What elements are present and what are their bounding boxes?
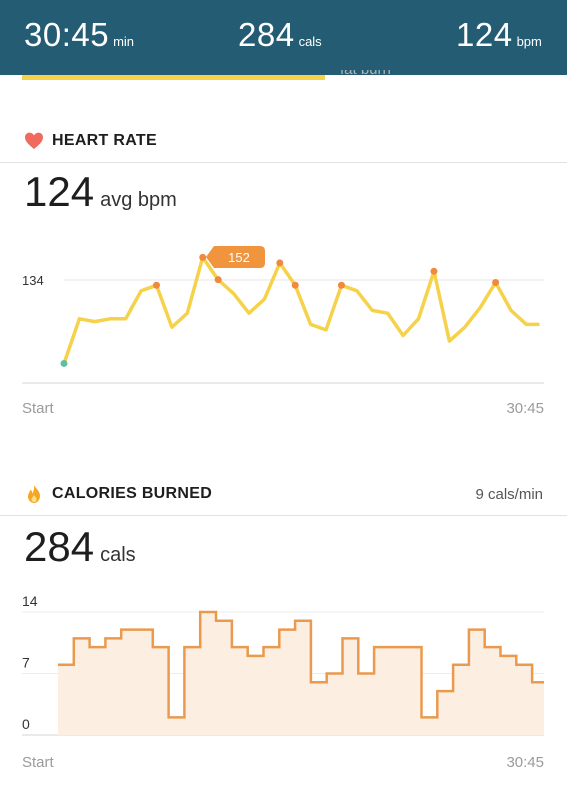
- workout-summary-bar: 30:45 min 284 cals 124 bpm: [0, 0, 567, 75]
- heart-gridline-label: 134: [22, 273, 44, 288]
- calories-area: [58, 612, 544, 735]
- heart-peak-callout: 152: [206, 246, 265, 268]
- calories-total: 284 cals: [24, 523, 136, 571]
- heart-rate-title: HEART RATE: [52, 132, 157, 149]
- calories-line: [58, 610, 544, 719]
- calories-rate: 9 cals/min: [475, 486, 543, 503]
- calories-total-unit: cals: [100, 544, 136, 566]
- heart-end-label: 30:45: [506, 400, 544, 417]
- calories-unit: cals: [298, 34, 322, 49]
- heart-rate-point: [60, 359, 68, 367]
- flame-icon: [24, 484, 44, 504]
- heart-avg-value: 124: [24, 168, 95, 215]
- heart-peak-label: 152: [228, 250, 250, 265]
- calories-title: CALORIES BURNED: [52, 485, 213, 502]
- calories-total-value: 284: [24, 523, 95, 570]
- heart-rate-point: [430, 267, 438, 275]
- duration-stat: 30:45 min: [24, 16, 134, 54]
- heart-avg-unit: avg bpm: [100, 189, 177, 211]
- heart-rate-chart: 134 152 Start 30:45: [22, 246, 544, 417]
- calories-end-label: 30:45: [506, 754, 544, 771]
- heart-rate-series: [60, 253, 540, 367]
- calories-divider: [0, 515, 567, 516]
- calories-value: 284: [238, 16, 295, 53]
- calories-series: [58, 610, 544, 735]
- heart-start-label: Start: [22, 400, 55, 417]
- heart-rate-header: HEART RATE: [24, 131, 157, 151]
- heart-rate-point: [492, 278, 500, 286]
- heart-rate-point: [291, 281, 299, 289]
- heart-rate-point: [337, 281, 345, 289]
- fat-burn-zone-bar: [22, 75, 325, 80]
- heart-rate-divider: [0, 162, 567, 163]
- calories-tick-label: 0: [22, 716, 30, 732]
- heart-value: 124: [456, 16, 513, 53]
- heart-icon: [24, 131, 44, 151]
- heart-stat: 124 bpm: [456, 16, 542, 54]
- heart-rate-point: [152, 281, 160, 289]
- calories-tick-label: 14: [22, 595, 38, 609]
- calories-stat: 284 cals: [238, 16, 322, 54]
- heart-rate-point: [276, 259, 284, 267]
- duration-value: 30:45: [24, 16, 110, 53]
- calories-tick-label: 7: [22, 655, 30, 671]
- heart-unit: bpm: [516, 34, 542, 49]
- calories-chart: 0 7 14 Start 30:45: [22, 595, 544, 771]
- heart-rate-point: [214, 276, 222, 284]
- heart-rate-average: 124 avg bpm: [24, 168, 177, 216]
- duration-unit: min: [113, 34, 135, 49]
- calories-start-label: Start: [22, 754, 55, 771]
- heart-rate-line: [62, 255, 540, 366]
- fat-burn-label: fat burn: [340, 70, 391, 78]
- calories-header: CALORIES BURNED: [24, 484, 212, 504]
- heart-rate-point: [199, 253, 207, 261]
